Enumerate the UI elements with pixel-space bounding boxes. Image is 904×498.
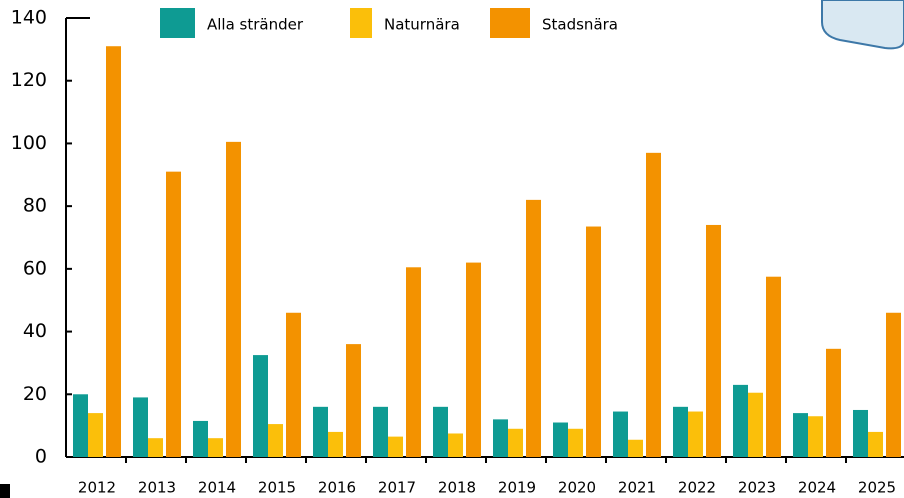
x-tick-label: 2017 xyxy=(378,479,416,497)
bar xyxy=(208,438,223,457)
bar xyxy=(346,344,361,457)
x-tick-label: 2024 xyxy=(798,479,836,497)
bar xyxy=(508,429,523,457)
x-tick-label: 2012 xyxy=(78,479,116,497)
bar xyxy=(73,394,88,457)
legend-label: Stadsnära xyxy=(542,16,618,34)
x-tick-label: 2022 xyxy=(678,479,716,497)
page: {"chart_data": {"type": "bar", "categori… xyxy=(0,0,904,498)
bar xyxy=(193,421,208,457)
y-tick-label: 40 xyxy=(23,320,47,342)
bar xyxy=(406,267,421,457)
bar xyxy=(448,433,463,457)
decoration-square xyxy=(0,484,10,498)
x-tick-label: 2021 xyxy=(618,479,656,497)
y-tick-label: 100 xyxy=(11,132,47,154)
y-tick-label: 60 xyxy=(23,257,47,279)
y-tick-label: 120 xyxy=(11,69,47,91)
legend-swatch xyxy=(350,8,372,38)
bar xyxy=(286,313,301,457)
bar xyxy=(733,385,748,457)
decoration-bubble xyxy=(822,0,904,48)
bar xyxy=(688,412,703,457)
bar xyxy=(553,423,568,457)
bar xyxy=(148,438,163,457)
bar xyxy=(886,313,901,457)
bar xyxy=(766,277,781,457)
bar xyxy=(793,413,808,457)
x-tick-label: 2025 xyxy=(858,479,896,497)
x-tick-label: 2015 xyxy=(258,479,296,497)
bar xyxy=(373,407,388,457)
bar xyxy=(628,440,643,457)
x-tick-label: 2023 xyxy=(738,479,776,497)
legend-swatch xyxy=(490,8,530,38)
bar xyxy=(268,424,283,457)
bar xyxy=(313,407,328,457)
bar xyxy=(613,412,628,457)
bar xyxy=(826,349,841,457)
y-tick-label: 80 xyxy=(23,195,47,217)
legend-label: Alla stränder xyxy=(207,16,304,34)
y-tick-label: 0 xyxy=(35,446,47,468)
y-tick-label: 140 xyxy=(11,7,47,29)
bar xyxy=(673,407,688,457)
x-tick-label: 2016 xyxy=(318,479,356,497)
legend-swatch xyxy=(160,8,195,38)
x-tick-label: 2018 xyxy=(438,479,476,497)
bar xyxy=(166,172,181,457)
bar xyxy=(748,393,763,457)
bar xyxy=(706,225,721,457)
bar xyxy=(646,153,661,457)
bar xyxy=(526,200,541,457)
bar xyxy=(133,397,148,457)
bar xyxy=(466,263,481,457)
bar xyxy=(853,410,868,457)
bar xyxy=(253,355,268,457)
x-tick-label: 2013 xyxy=(138,479,176,497)
bar xyxy=(868,432,883,457)
bar xyxy=(433,407,448,457)
x-tick-label: 2014 xyxy=(198,479,236,497)
bar xyxy=(808,416,823,457)
bar xyxy=(568,429,583,457)
x-tick-label: 2019 xyxy=(498,479,536,497)
chart: 0 20 40 60 80 100 120 140 2012 2013 2014 2015 2016 20… xyxy=(0,0,904,498)
bar xyxy=(328,432,343,457)
bar xyxy=(586,227,601,457)
bar xyxy=(88,413,103,457)
bar xyxy=(106,46,121,457)
bar xyxy=(493,419,508,457)
bar xyxy=(388,437,403,457)
bar xyxy=(226,142,241,457)
x-tick-label: 2020 xyxy=(558,479,596,497)
legend-label: Naturnära xyxy=(384,16,460,34)
y-tick-label: 20 xyxy=(23,383,47,405)
